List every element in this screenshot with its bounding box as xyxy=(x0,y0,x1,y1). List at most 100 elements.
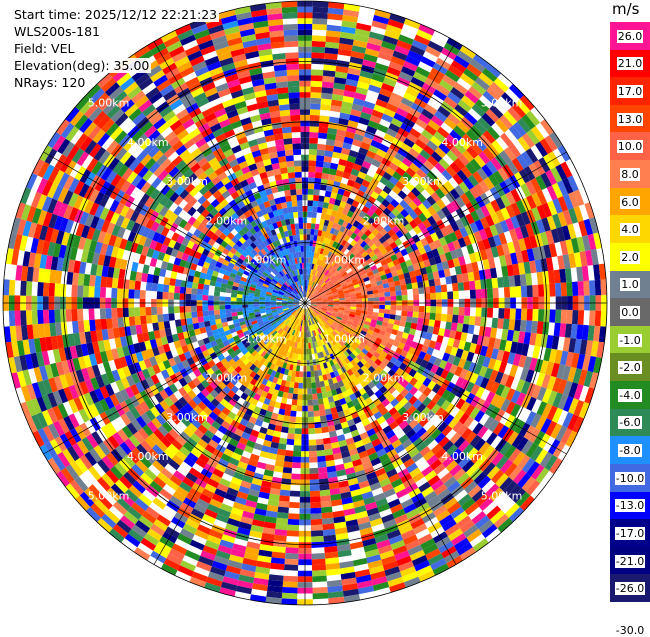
velocity-gate xyxy=(316,303,323,306)
velocity-gate xyxy=(106,277,113,288)
velocity-gate xyxy=(8,310,16,327)
velocity-gate xyxy=(455,247,464,258)
velocity-gate xyxy=(543,283,550,297)
velocity-gate xyxy=(413,249,421,258)
velocity-gate xyxy=(339,200,347,209)
velocity-gate xyxy=(364,48,380,58)
velocity-gate xyxy=(469,125,483,139)
velocity-gate xyxy=(562,337,571,352)
velocity-gate xyxy=(416,153,428,165)
velocity-gate xyxy=(326,263,331,270)
velocity-gate xyxy=(547,200,558,216)
velocity-gate xyxy=(565,239,574,255)
velocity-gate xyxy=(335,65,349,74)
velocity-gate xyxy=(490,82,505,97)
velocity-gate xyxy=(318,288,324,293)
velocity-gate xyxy=(415,255,424,263)
velocity-gate xyxy=(402,171,413,182)
velocity-gate xyxy=(213,295,220,301)
velocity-gate xyxy=(391,157,402,167)
velocity-gate xyxy=(421,108,435,120)
velocity-gate xyxy=(309,245,313,252)
velocity-gate xyxy=(409,128,422,139)
velocity-gate xyxy=(327,265,333,272)
velocity-gate xyxy=(344,202,352,211)
velocity-gate xyxy=(327,7,344,15)
velocity-gate xyxy=(444,251,453,261)
velocity-gate xyxy=(318,259,323,266)
velocity-gate xyxy=(293,388,299,395)
velocity-gate xyxy=(359,184,368,193)
velocity-gate xyxy=(333,280,340,285)
velocity-gate xyxy=(374,62,389,72)
velocity-gate xyxy=(185,312,192,319)
velocity-gate xyxy=(347,67,361,76)
velocity-gate xyxy=(317,229,323,237)
velocity-gate xyxy=(469,289,476,299)
velocity-gate xyxy=(341,147,351,156)
velocity-gate xyxy=(337,230,344,238)
velocity-gate xyxy=(429,135,442,147)
velocity-gate xyxy=(361,273,369,279)
velocity-gate xyxy=(328,1,345,10)
velocity-gate xyxy=(284,409,291,417)
velocity-gate xyxy=(546,215,557,231)
velocity-gate xyxy=(88,286,95,298)
velocity-gate xyxy=(536,271,544,285)
velocity-gate xyxy=(329,215,336,223)
velocity-gate xyxy=(449,231,458,242)
velocity-gate xyxy=(352,163,362,172)
velocity-gate xyxy=(325,214,331,221)
velocity-gate xyxy=(345,78,359,87)
velocity-gate xyxy=(545,169,557,186)
velocity-gate xyxy=(422,209,432,219)
velocity-gate xyxy=(368,274,375,281)
velocity-gate xyxy=(379,296,385,302)
velocity-gate xyxy=(319,266,325,273)
velocity-gate xyxy=(519,320,527,332)
velocity-gate xyxy=(349,291,356,295)
velocity-gate xyxy=(299,371,304,378)
velocity-gate xyxy=(445,224,455,235)
velocity-gate xyxy=(571,237,580,254)
velocity-gate xyxy=(333,306,340,310)
velocity-gate xyxy=(343,166,353,174)
velocity-gate xyxy=(422,199,432,210)
velocity-gate xyxy=(339,303,346,307)
velocity-gate xyxy=(481,67,498,82)
velocity-gate xyxy=(384,309,391,315)
velocity-gate xyxy=(202,289,209,296)
velocity-gate xyxy=(321,306,328,309)
velocity-gate xyxy=(314,258,318,265)
velocity-gate xyxy=(308,428,316,435)
velocity-gate xyxy=(83,320,91,332)
velocity-gate xyxy=(333,82,346,90)
velocity-gate xyxy=(259,299,265,302)
velocity-gate xyxy=(335,273,342,279)
velocity-gate xyxy=(428,257,437,266)
velocity-gate xyxy=(469,316,476,326)
velocity-gate xyxy=(579,251,588,267)
velocity-gate xyxy=(581,324,589,341)
velocity-gate xyxy=(291,473,301,480)
velocity-gate xyxy=(356,307,363,311)
velocity-gate xyxy=(117,317,125,328)
velocity-gate xyxy=(482,238,491,250)
velocity-gate xyxy=(349,56,364,65)
velocity-gate xyxy=(349,311,356,315)
velocity-gate xyxy=(395,180,405,191)
velocity-gate xyxy=(334,175,343,183)
velocity-gate xyxy=(502,318,510,330)
velocity-gate xyxy=(307,285,310,292)
velocity-gate xyxy=(570,324,578,339)
velocity-gate xyxy=(456,169,468,182)
velocity-gate xyxy=(436,262,444,271)
velocity-gate xyxy=(326,30,341,38)
velocity-gate xyxy=(82,285,90,298)
velocity-gate xyxy=(377,243,385,252)
velocity-gate xyxy=(472,171,484,184)
velocity-gate xyxy=(490,327,498,339)
velocity-gate xyxy=(466,146,479,159)
velocity-gate xyxy=(307,292,310,298)
velocity-gate xyxy=(326,271,332,277)
